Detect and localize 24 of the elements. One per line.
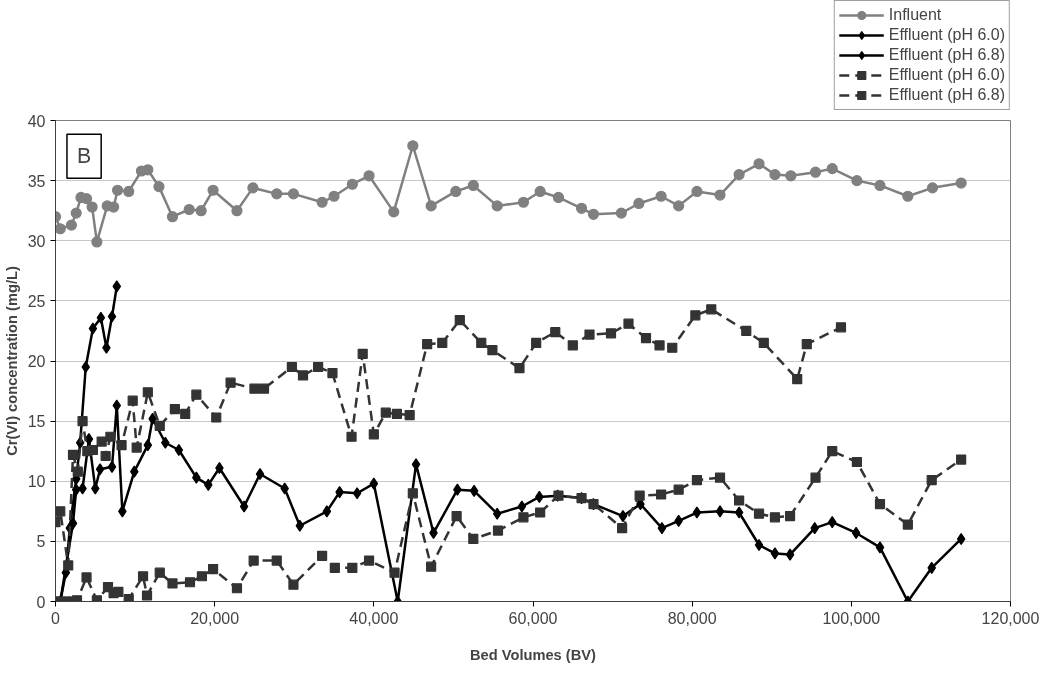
x-tick-label: 80,000 [667, 609, 717, 627]
y-tick-label: 15 [27, 413, 46, 431]
legend-label: Effluent (pH 6.0) [888, 26, 1005, 44]
legend-label: Effluent (pH 6.8) [888, 86, 1005, 104]
x-tick-label: 60,000 [508, 609, 558, 627]
y-tick-label: 20 [27, 353, 46, 370]
x-tick-label: 20,000 [190, 609, 240, 627]
y-tick-label: 0 [36, 593, 46, 611]
x-tick-label: 100,000 [822, 609, 881, 627]
y-tick-label: 35 [27, 172, 46, 190]
y-tick-label: 40 [27, 112, 46, 130]
x-axis-title: Bed Volumes (BV) [470, 646, 597, 663]
y-tick-label: 30 [27, 232, 46, 250]
y-tick-label: 10 [27, 473, 46, 491]
annotation: B [76, 144, 92, 169]
x-tick-label: 0 [51, 609, 61, 627]
y-tick-label: 25 [27, 292, 46, 310]
legend-label: Effluent (pH 6.0) [888, 66, 1005, 84]
y-tick-label: 5 [36, 533, 46, 551]
x-tick-label: 120,000 [981, 609, 1040, 627]
legend-label: Effluent (pH 6.8) [888, 46, 1005, 64]
y-axis-title: Cr(VI) concentration (mg/L) [3, 266, 20, 456]
x-tick-label: 40,000 [349, 609, 399, 627]
legend-label: Influent [888, 6, 942, 24]
